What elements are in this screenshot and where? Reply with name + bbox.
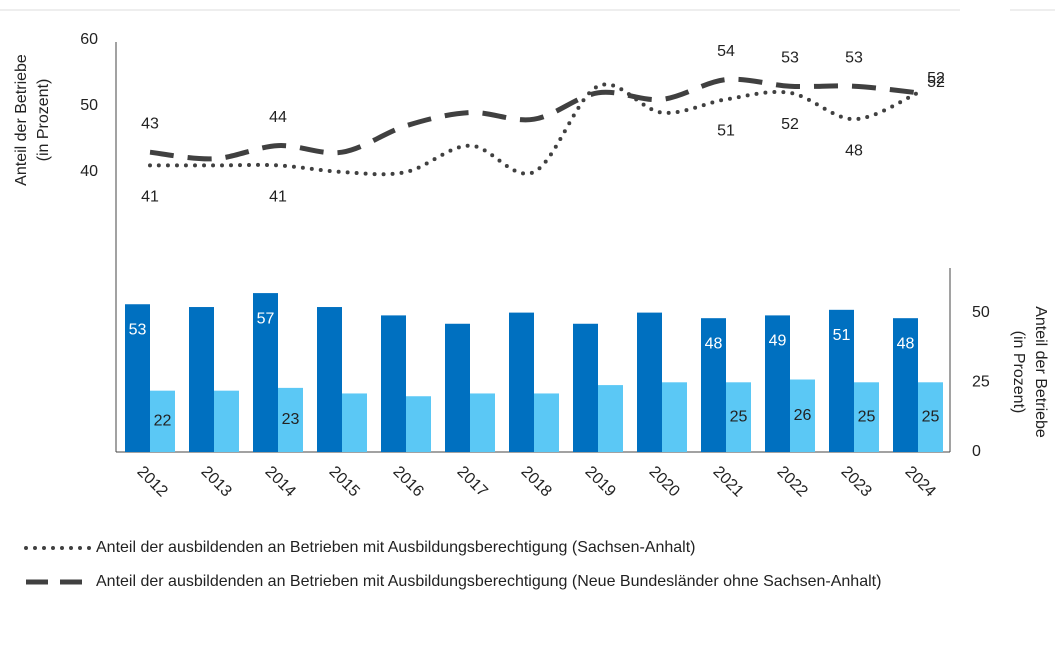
y2-tick-label: 25 xyxy=(972,374,990,391)
bar xyxy=(854,382,879,452)
legend-label: Anteil der ausbildenden an Betrieben mit… xyxy=(96,539,696,556)
bar xyxy=(150,390,175,452)
bar xyxy=(253,293,278,452)
bar xyxy=(534,393,559,452)
y-tick-label: 60 xyxy=(80,31,98,48)
y-axis-title: (in Prozent) xyxy=(35,79,52,162)
data-label: 23 xyxy=(282,411,300,428)
bar xyxy=(829,309,854,452)
bar xyxy=(381,315,406,452)
bar xyxy=(637,312,662,452)
data-label: 53 xyxy=(845,49,863,66)
data-label: 48 xyxy=(845,142,863,159)
bar xyxy=(470,393,495,452)
data-label: 41 xyxy=(141,189,159,206)
data-label: 51 xyxy=(833,327,851,344)
data-label: 48 xyxy=(705,335,723,352)
data-label: 52 xyxy=(781,116,799,133)
x-tick-label: 2024 xyxy=(902,463,939,500)
line xyxy=(148,82,920,177)
bar xyxy=(765,315,790,452)
bar xyxy=(573,323,598,452)
x-tick-label: 2022 xyxy=(774,463,811,500)
y-tick-label: 50 xyxy=(80,97,98,114)
line xyxy=(149,76,919,162)
x-tick-label: 2014 xyxy=(262,463,299,500)
bar xyxy=(317,307,342,452)
data-label: 48 xyxy=(897,335,915,352)
x-tick-label: 2017 xyxy=(454,463,491,500)
bar xyxy=(342,393,367,452)
bar xyxy=(278,387,303,452)
bar xyxy=(701,318,726,452)
bar xyxy=(214,390,239,452)
y2-tick-label: 50 xyxy=(972,304,990,321)
data-label: 54 xyxy=(717,43,735,60)
y2-tick-label: 0 xyxy=(972,443,981,460)
data-label: 25 xyxy=(922,408,940,425)
data-label: 25 xyxy=(730,408,748,425)
legend-label: Anteil der ausbildenden an Betrieben mit… xyxy=(96,573,881,590)
bar xyxy=(726,382,751,452)
data-label: 53 xyxy=(129,321,147,338)
data-label: 41 xyxy=(269,189,287,206)
data-label: 52 xyxy=(927,74,945,91)
data-label: 57 xyxy=(257,310,275,327)
data-label: 26 xyxy=(794,407,812,424)
bar xyxy=(790,379,815,452)
x-tick-label: 2012 xyxy=(134,463,171,500)
x-tick-label: 2023 xyxy=(838,463,875,500)
bar xyxy=(598,385,623,452)
data-label: 51 xyxy=(717,123,735,140)
x-tick-label: 2018 xyxy=(518,463,555,500)
bar xyxy=(406,396,431,452)
x-tick-label: 2019 xyxy=(582,463,619,500)
x-tick-label: 2015 xyxy=(326,463,363,500)
x-tick-label: 2013 xyxy=(198,463,235,500)
bar xyxy=(125,304,150,452)
bar xyxy=(445,323,470,452)
y2-axis-title: (in Prozent) xyxy=(1010,331,1027,414)
x-tick-label: 2016 xyxy=(390,463,427,500)
x-tick-label: 2021 xyxy=(710,463,747,500)
y-axis-title: Anteil der Betriebe xyxy=(13,54,30,186)
data-label: 53 xyxy=(781,49,799,66)
x-tick-label: 2020 xyxy=(646,463,683,500)
data-label: 43 xyxy=(141,115,159,132)
bar xyxy=(509,312,534,452)
bar xyxy=(189,307,214,452)
bar xyxy=(893,318,918,452)
data-label: 49 xyxy=(769,333,787,350)
data-label: 44 xyxy=(269,109,287,126)
data-label: 22 xyxy=(154,413,172,430)
bar xyxy=(918,382,943,452)
data-label: 52 xyxy=(927,70,945,87)
y-tick-label: 40 xyxy=(80,163,98,180)
bar xyxy=(662,382,687,452)
data-label: 25 xyxy=(858,408,876,425)
y2-axis-title: Anteil der Betriebe xyxy=(1032,306,1049,438)
